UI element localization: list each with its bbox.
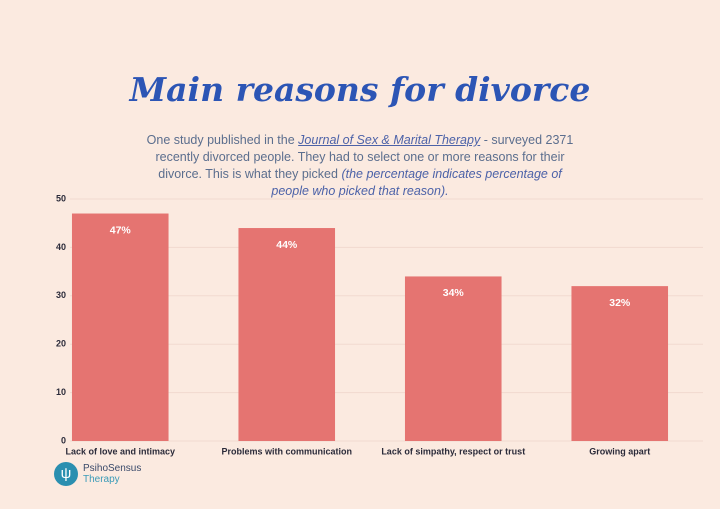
subtitle-text: - surveyed 2371 recently divorced people… xyxy=(155,133,574,181)
logo: ψ PsihoSensus Therapy xyxy=(54,462,141,486)
logo-tagline: Therapy xyxy=(83,474,120,485)
bar xyxy=(71,213,169,441)
x-tick-label: Lack of simpathy, respect or trust xyxy=(381,446,525,456)
journal-link[interactable]: Journal of Sex & Marital Therapy xyxy=(298,133,481,147)
y-tick-label: 50 xyxy=(56,193,66,203)
bar xyxy=(238,228,336,441)
y-tick-label: 40 xyxy=(56,242,66,252)
logo-text: PsihoSensus Therapy xyxy=(83,463,141,485)
logo-icon: ψ xyxy=(54,462,78,486)
y-tick-label: 0 xyxy=(61,435,66,445)
subtitle: One study published in the Journal of Se… xyxy=(140,132,580,200)
value-label: 32% xyxy=(609,297,631,309)
value-label: 34% xyxy=(443,287,465,299)
x-tick-label: Problems with communication xyxy=(221,446,352,456)
value-label: 44% xyxy=(276,239,298,251)
logo-name: PsihoSensus xyxy=(83,463,142,474)
y-tick-label: 30 xyxy=(56,290,66,300)
y-tick-label: 10 xyxy=(56,387,66,397)
subtitle-text: One study published in the xyxy=(146,133,295,147)
chart-title: Main reasons for divorce xyxy=(129,70,591,109)
subtitle-note: (the percentage indicates percentage of … xyxy=(271,167,562,198)
x-tick-label: Lack of love and intimacy xyxy=(65,446,175,456)
y-tick-label: 20 xyxy=(56,339,66,349)
bar xyxy=(404,276,502,441)
value-label: 47% xyxy=(110,224,132,236)
x-tick-label: Growing apart xyxy=(589,446,650,456)
bar xyxy=(571,286,669,441)
